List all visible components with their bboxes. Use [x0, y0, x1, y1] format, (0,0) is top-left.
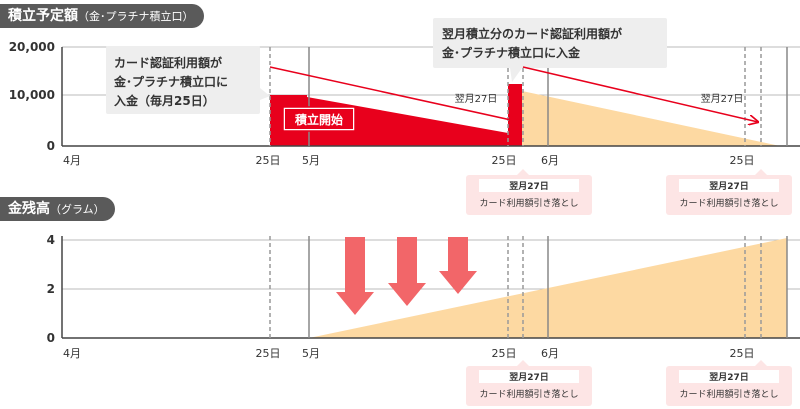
bottom-note-1-desc: カード利用額引き落とし — [479, 388, 578, 400]
top-arrow-2 — [522, 66, 758, 122]
top-note-2-date: 翌月27日 — [709, 181, 749, 192]
bottom-xlabel-25a: 25日 — [256, 347, 281, 360]
top-xlabel-may: 5月 — [302, 154, 320, 167]
top-xlabel-25c: 25日 — [730, 154, 755, 167]
bottom-xlabel-25b: 25日 — [492, 347, 517, 360]
top-xlabel-25b: 25日 — [492, 154, 517, 167]
top-peach-wedge — [522, 91, 780, 146]
bottom-xlabel-apr: 4月 — [63, 347, 81, 360]
callout-right-line2: 金･プラチナ積立口に入金 — [441, 45, 581, 60]
top-ytick-20000: 20,000 — [9, 40, 55, 54]
bottom-note-1: 翌月27日 カード利用額引き落とし — [466, 360, 592, 406]
down-arrow-3 — [439, 237, 477, 294]
top-panel-title: 積立予定額（金･プラチナ積立口） — [0, 4, 204, 28]
bottom-note-2-date: 翌月27日 — [709, 372, 749, 383]
top-note-2: 翌月27日 カード利用額引き落とし — [666, 169, 792, 215]
top-xlabel-apr: 4月 — [63, 154, 81, 167]
top-panel: 20,000 10,000 0 4月 25日 5月 25日 6月 25日 カード… — [9, 18, 800, 215]
callout-right: 翌月積立分のカード認証利用額が 金･プラチナ積立口に入金 — [433, 18, 667, 82]
top-note-1-desc: カード利用額引き落とし — [479, 197, 578, 209]
top-title-text: 積立予定額 — [8, 8, 78, 24]
top-note-1: 翌月27日 カード利用額引き落とし — [466, 169, 592, 215]
top-ytick-0: 0 — [47, 139, 55, 153]
top-note-2-desc: カード利用額引き落とし — [679, 197, 778, 209]
bottom-ytick-0: 0 — [47, 331, 55, 345]
start-badge: 積立開始 — [282, 106, 356, 132]
top-xlabel-25a: 25日 — [256, 154, 281, 167]
callout-left-line2: 金･プラチナ積立口に — [113, 74, 228, 89]
callout-left-line3: 入金（毎月25日） — [114, 93, 215, 108]
down-arrow-1 — [336, 237, 374, 315]
bottom-xlabel-may: 5月 — [302, 347, 320, 360]
top-arrow-1 — [269, 66, 520, 122]
bottom-note-1-date: 翌月27日 — [509, 372, 549, 383]
bottom-xlabel-25c: 25日 — [730, 347, 755, 360]
bottom-xlabel-jun: 6月 — [541, 347, 559, 360]
bottom-note-2: 翌月27日 カード利用額引き落とし — [666, 360, 792, 406]
bottom-ytick-4: 4 — [47, 233, 55, 247]
bottom-panel: 4 2 0 4月 25日 5月 25日 6月 25日 翌月27日 カード利用額引 — [47, 233, 800, 406]
start-badge-text: 積立開始 — [294, 112, 343, 127]
top-subtitle-text: （金･プラチナ積立口） — [78, 10, 194, 23]
top-arrow-label-2: 翌月27日 — [701, 93, 744, 105]
bottom-title-text: 金残高 — [8, 201, 50, 217]
callout-left-line1: カード認証利用額が — [114, 55, 222, 70]
bottom-subtitle-text: （グラム） — [50, 203, 105, 216]
bottom-ytick-2: 2 — [47, 282, 55, 296]
callout-right-line1: 翌月積立分のカード認証利用額が — [442, 26, 622, 41]
bottom-panel-title: 金残高（グラム） — [0, 197, 115, 221]
bottom-note-2-desc: カード利用額引き落とし — [679, 388, 778, 400]
top-arrow-label-1: 翌月27日 — [455, 93, 498, 105]
top-ytick-10000: 10,000 — [9, 88, 55, 102]
top-note-1-date: 翌月27日 — [509, 181, 549, 192]
top-xlabel-jun: 6月 — [541, 154, 559, 167]
down-arrow-2 — [388, 237, 426, 306]
callout-left: カード認証利用額が 金･プラチナ積立口に 入金（毎月25日） — [106, 46, 270, 114]
